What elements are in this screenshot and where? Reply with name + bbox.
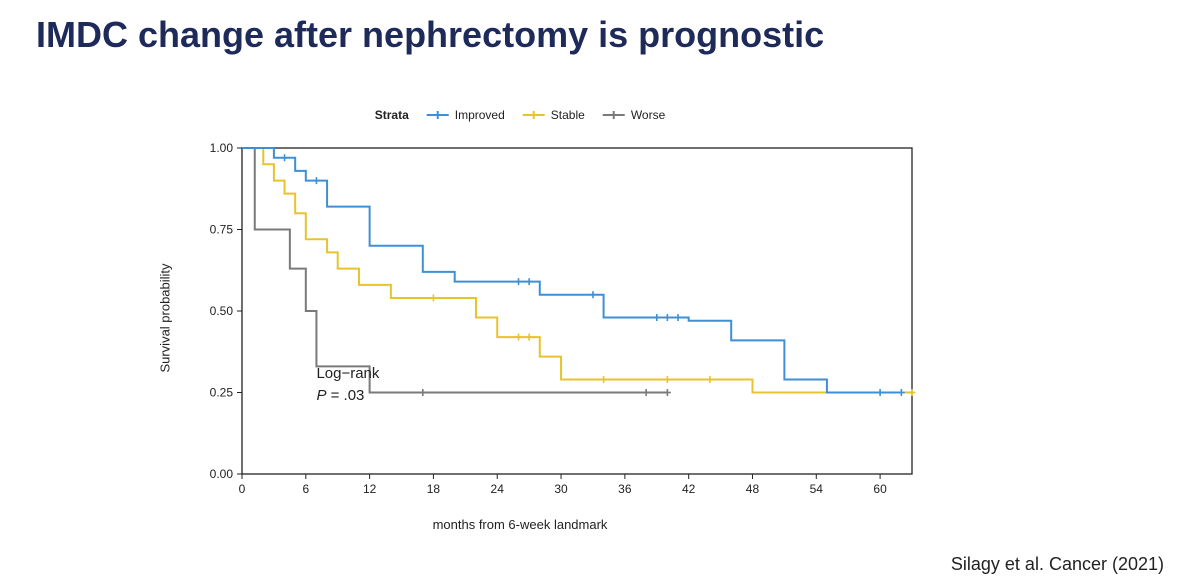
p-symbol: P	[316, 387, 326, 404]
svg-text:12: 12	[363, 482, 377, 496]
y-axis-label: Survival probability	[158, 263, 173, 372]
svg-text:42: 42	[682, 482, 696, 496]
svg-text:48: 48	[746, 482, 760, 496]
p-value: = .03	[326, 387, 364, 404]
svg-text:54: 54	[810, 482, 824, 496]
logrank-annotation: Log−rank P = .03	[316, 363, 379, 407]
citation: Silagy et al. Cancer (2021)	[951, 554, 1164, 575]
legend-title: Strata	[375, 108, 409, 122]
svg-text:60: 60	[873, 482, 887, 496]
svg-text:1.00: 1.00	[210, 141, 234, 155]
svg-text:24: 24	[491, 482, 505, 496]
annotation-line2: P = .03	[316, 385, 379, 407]
legend-item-improved: Improved	[427, 108, 505, 122]
svg-text:0: 0	[239, 482, 246, 496]
legend-label-stable: Stable	[551, 108, 585, 122]
annotation-line1: Log−rank	[316, 363, 379, 385]
x-axis-label: months from 6-week landmark	[433, 517, 608, 532]
svg-text:6: 6	[302, 482, 309, 496]
km-chart: Strata Improved Stable Worse Survival	[110, 108, 930, 528]
svg-text:36: 36	[618, 482, 632, 496]
legend-item-worse: Worse	[603, 108, 665, 122]
chart-legend: Strata Improved Stable Worse	[375, 108, 666, 122]
legend-label-worse: Worse	[631, 108, 665, 122]
slide: IMDC change after nephrectomy is prognos…	[0, 0, 1200, 585]
km-plot-svg: 0.00 0.25 0.50 0.75 1.00 0 6 12 18 24 30 36 42 48 54 60	[200, 130, 920, 510]
legend-item-stable: Stable	[523, 108, 585, 122]
svg-text:18: 18	[427, 482, 441, 496]
svg-text:0.25: 0.25	[210, 386, 234, 400]
svg-text:0.75: 0.75	[210, 223, 234, 237]
svg-text:0.00: 0.00	[210, 467, 234, 481]
svg-text:0.50: 0.50	[210, 304, 234, 318]
legend-label-improved: Improved	[455, 108, 505, 122]
slide-title: IMDC change after nephrectomy is prognos…	[36, 14, 824, 56]
svg-text:30: 30	[554, 482, 568, 496]
